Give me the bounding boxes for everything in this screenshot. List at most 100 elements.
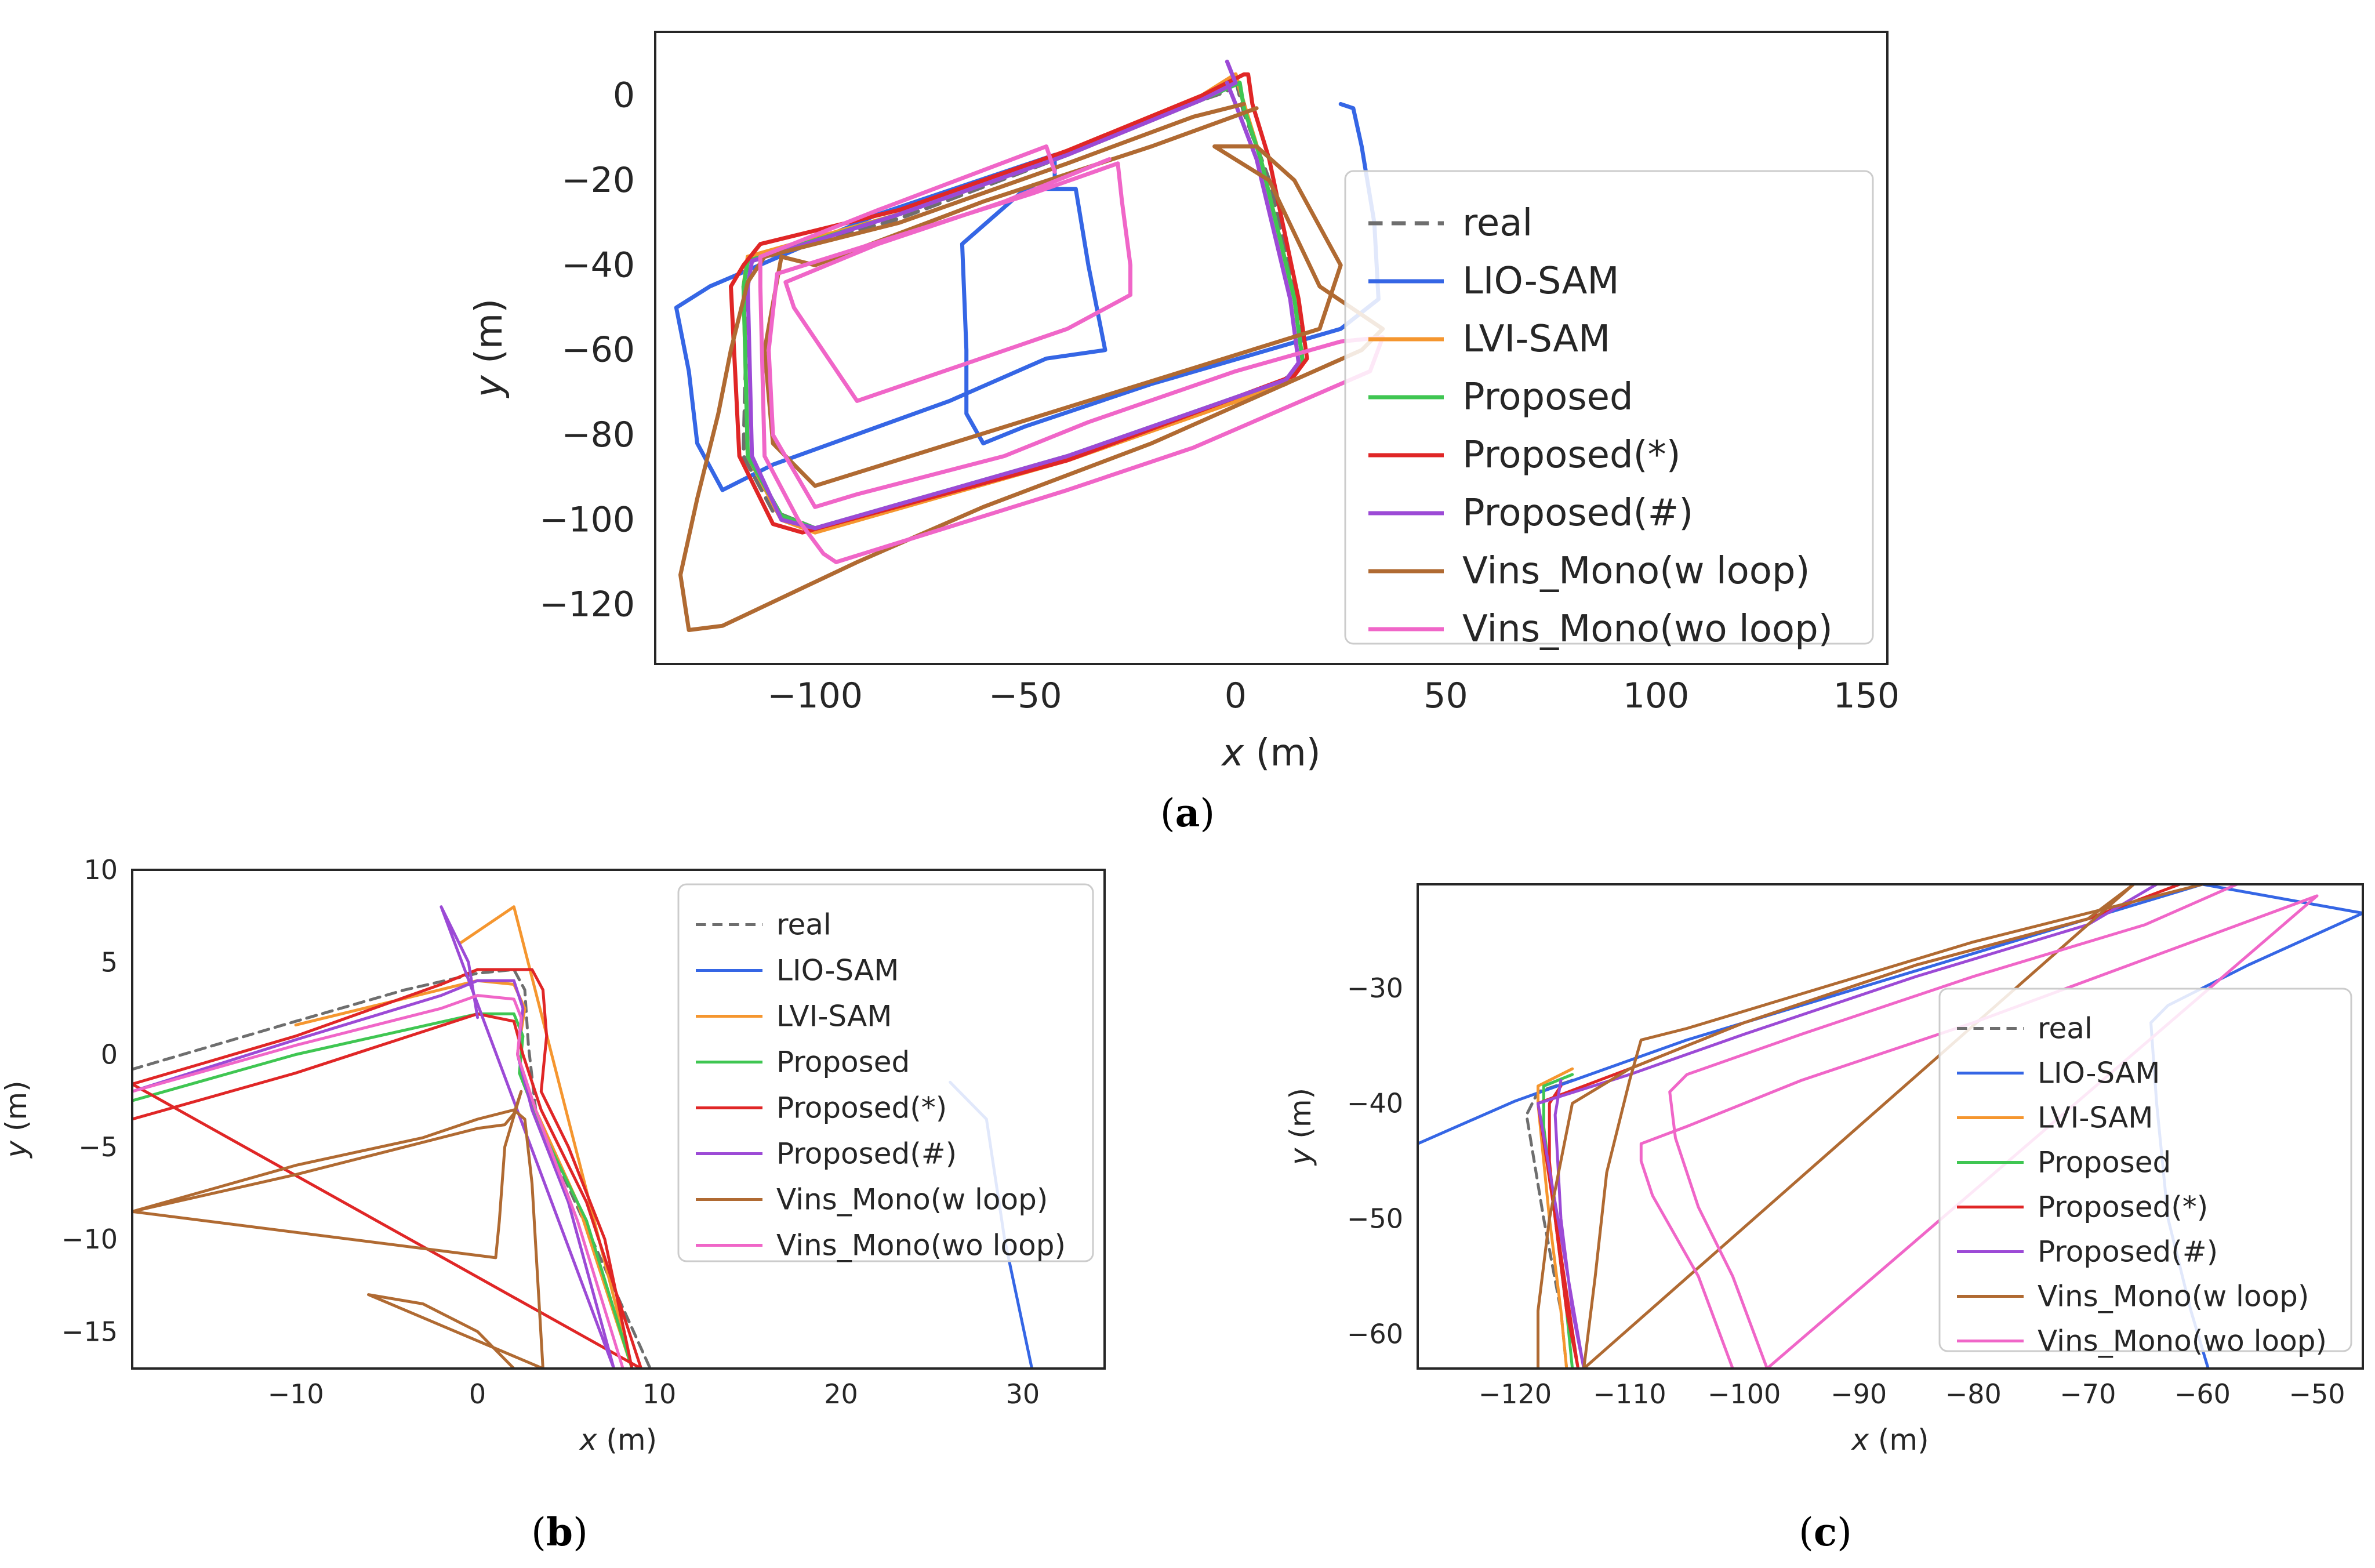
y-axis-label-b: y (m) xyxy=(0,1080,33,1159)
series-line-b-6 xyxy=(132,1090,544,1369)
caption-c: (c) xyxy=(1799,1509,1852,1555)
y-axis-label-var-a: y xyxy=(468,375,511,398)
chart-c: −120 −110 −100 −90 −80 −70 −60 −50 −30 −40 −50 −60 x… xyxy=(1284,883,2364,1457)
y-tick-label-a-2: −40 xyxy=(561,245,635,285)
y-tick-label-a-5: −100 xyxy=(539,499,635,540)
y-axis-label-a: y (m) xyxy=(468,299,511,399)
x-tick-label-c-7: −50 xyxy=(2289,1378,2345,1410)
series-line-a-4 xyxy=(729,72,1309,535)
legend-label-c-1: LIO-SAM xyxy=(2038,1057,2160,1090)
x-tick-label-a-2: 0 xyxy=(1225,676,1247,716)
caption-a: (a) xyxy=(1160,790,1215,836)
legend-a: real LIO-SAM LVI-SAM Proposed Proposed(*) Pro… xyxy=(1344,170,1874,651)
legend-label-c-5: Proposed(#) xyxy=(2038,1235,2218,1269)
legend-label-c-0: real xyxy=(2038,1012,2093,1046)
x-tick-label-a-0: −100 xyxy=(767,676,863,716)
series-line-b-0 xyxy=(132,968,652,1369)
legend-label-a-4: Proposed(*) xyxy=(1462,434,1681,477)
y-axis-label-var-c: y xyxy=(1284,1147,1317,1166)
legend-label-b-5: Proposed(#) xyxy=(776,1137,957,1171)
y-axis-label-c: y (m) xyxy=(1284,1088,1317,1166)
legend-label-a-5: Proposed(#) xyxy=(1462,492,1693,535)
y-tick-label-a-6: −120 xyxy=(539,585,635,625)
legend-label-a-6: Vins_Mono(w loop) xyxy=(1462,550,1810,593)
y-axis-label-unit-c: (m) xyxy=(1284,1088,1317,1148)
x-tick-label-c-2: −100 xyxy=(1708,1378,1781,1410)
x-axis-label-b: x (m) xyxy=(579,1423,657,1457)
legend-label-c-3: Proposed xyxy=(2038,1146,2171,1179)
legend-label-a-3: Proposed xyxy=(1462,376,1633,419)
series-line-a-5 xyxy=(746,59,1301,531)
x-tick-label-b-4: 30 xyxy=(1006,1378,1040,1410)
legend-label-c-4: Proposed(*) xyxy=(2038,1190,2208,1224)
series-line-b-3 xyxy=(132,1012,634,1369)
x-axis-label-var-c: x xyxy=(1850,1423,1869,1457)
chart-a: −100 −50 0 50 100 150 0 −20 −40 −60 −80 −100 −120 x (… xyxy=(468,31,1900,775)
legend-box-c xyxy=(1938,988,2352,1352)
legend-label-a-1: LIO-SAM xyxy=(1462,260,1619,303)
y-tick-label-a-3: −60 xyxy=(561,330,635,371)
y-tick-label-b-5: −15 xyxy=(61,1316,118,1347)
series-line-c-5 xyxy=(1537,884,2158,1369)
x-tick-label-b-1: 0 xyxy=(469,1378,486,1410)
x-axis-label-unit-a: (m) xyxy=(1244,732,1321,775)
y-axis-label-var-b: y xyxy=(0,1140,33,1159)
legend-label-b-6: Vins_Mono(w loop) xyxy=(776,1183,1048,1217)
y-tick-label-b-0: 10 xyxy=(83,854,118,885)
x-tick-label-a-5: 150 xyxy=(1833,676,1900,716)
caption-b: (b) xyxy=(531,1509,588,1555)
legend-label-a-7: Vins_Mono(wo loop) xyxy=(1462,608,1833,651)
y-tick-label-a-4: −80 xyxy=(561,415,635,455)
x-tick-label-b-0: −10 xyxy=(268,1378,324,1410)
y-tick-label-a-1: −20 xyxy=(561,160,635,201)
legend-label-c-7: Vins_Mono(wo loop) xyxy=(2038,1324,2327,1358)
series-line-b-7 xyxy=(132,994,624,1369)
axes-frame-c xyxy=(1417,883,2364,1370)
x-tick-label-c-5: −70 xyxy=(2060,1378,2116,1410)
y-tick-label-a-0: 0 xyxy=(613,75,635,116)
legend-b: real LIO-SAM LVI-SAM Proposed Proposed(*) Pro… xyxy=(677,883,1094,1262)
x-axis-label-var-a: x xyxy=(1221,732,1244,775)
x-tick-label-b-3: 20 xyxy=(824,1378,858,1410)
legend-label-c-2: LVI-SAM xyxy=(2038,1101,2153,1135)
y-tick-label-b-1: 5 xyxy=(101,946,118,978)
legend-label-c-6: Vins_Mono(w loop) xyxy=(2038,1280,2309,1313)
x-tick-label-c-0: −120 xyxy=(1479,1378,1552,1410)
x-axis-label-unit-c: (m) xyxy=(1869,1423,1929,1457)
y-tick-label-b-3: −5 xyxy=(78,1131,118,1163)
x-axis-label-unit-b: (m) xyxy=(597,1423,657,1457)
legend-box-b xyxy=(677,883,1094,1262)
x-axis-label-c: x (m) xyxy=(1850,1423,1929,1457)
legend-label-b-1: LIO-SAM xyxy=(776,954,899,988)
x-axis-label-var-b: x xyxy=(579,1423,597,1457)
legend-label-b-3: Proposed xyxy=(776,1046,910,1079)
legend-label-b-2: LVI-SAM xyxy=(776,1000,892,1033)
y-axis-label-unit-b: (m) xyxy=(0,1080,33,1141)
legend-label-a-2: LVI-SAM xyxy=(1462,318,1610,361)
y-tick-label-c-2: −50 xyxy=(1347,1203,1403,1235)
series-line-b-4 xyxy=(132,968,643,1369)
series-line-a-7 xyxy=(758,144,1385,564)
y-tick-label-b-2: 0 xyxy=(101,1039,118,1070)
y-tick-label-b-4: −10 xyxy=(61,1224,118,1255)
x-tick-label-a-4: 100 xyxy=(1623,676,1690,716)
x-tick-label-a-3: 50 xyxy=(1423,676,1468,716)
series-line-c-2 xyxy=(1537,1067,1574,1369)
y-tick-label-c-1: −40 xyxy=(1347,1088,1403,1119)
legend-box-a xyxy=(1344,170,1874,645)
legend-label-b-4: Proposed(*) xyxy=(776,1091,947,1125)
x-tick-label-c-3: −90 xyxy=(1831,1378,1887,1410)
x-tick-label-c-4: −80 xyxy=(1945,1378,2002,1410)
legend-c: real LIO-SAM LVI-SAM Proposed Proposed(*) Pro… xyxy=(1938,988,2352,1358)
y-axis-label-unit-a: (m) xyxy=(468,299,511,376)
y-tick-label-c-3: −60 xyxy=(1347,1318,1403,1349)
axes-frame-a xyxy=(654,31,1889,665)
y-tick-label-c-0: −30 xyxy=(1347,972,1403,1004)
x-tick-label-a-1: −50 xyxy=(989,676,1062,716)
series-line-c-6 xyxy=(1537,884,2204,1369)
x-tick-label-c-6: −60 xyxy=(2174,1378,2231,1410)
x-tick-label-b-2: 10 xyxy=(642,1378,677,1410)
legend-label-a-0: real xyxy=(1462,202,1533,245)
